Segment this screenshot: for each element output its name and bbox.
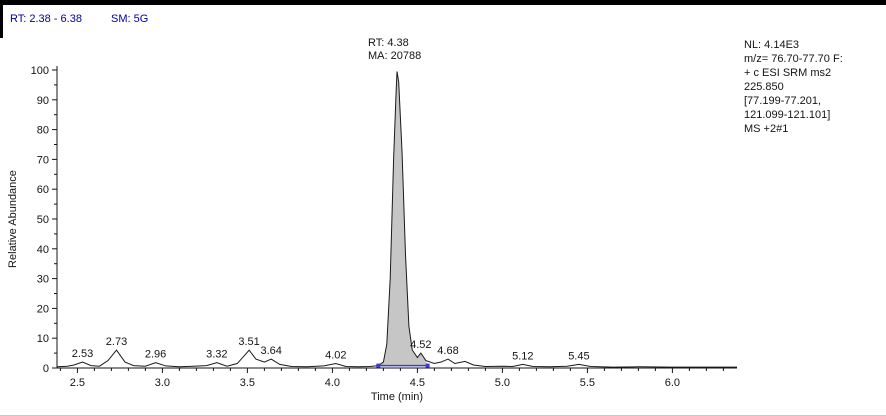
x-tick-label: 3.5 (240, 377, 255, 389)
y-axis-title: Relative Abundance (7, 170, 19, 268)
integration-endpoint (425, 363, 430, 368)
x-tick-label: 5.5 (580, 377, 595, 389)
smoothing-label: SM: 5G (111, 13, 149, 25)
main-peak-area: MA: 20788 (368, 50, 422, 62)
y-tick-label: 0 (43, 363, 49, 375)
scan-type: + c ESI SRM ms2 (744, 67, 832, 79)
peak-rt-label: 2.96 (145, 349, 166, 361)
product-range-1: [77.199-77.201, (744, 95, 822, 107)
y-tick-label: 60 (37, 184, 49, 196)
y-tick-label: 80 (37, 125, 49, 137)
x-tick-label: 2.5 (70, 377, 85, 389)
peak-rt-label: 3.64 (260, 345, 281, 357)
peak-rt-label: 2.53 (72, 348, 93, 360)
y-tick-label: 70 (37, 154, 49, 166)
main-peak-annotation: RT: 4.38 MA: 20788 (368, 37, 421, 63)
product-range-2: 121.099-121.101] (744, 109, 831, 121)
chromatogram-trace (56, 71, 737, 368)
peak-rt-label: 4.02 (325, 350, 346, 362)
y-tick-label: 50 (37, 214, 49, 226)
peak-rt-label: 4.52 (410, 339, 431, 351)
window-top-edge (0, 0, 886, 5)
peak-rt-label: 5.12 (512, 350, 533, 362)
ms-label: MS +2#1 (744, 123, 789, 135)
peak-rt-label: 4.68 (437, 345, 458, 357)
x-tick-label: 6.0 (665, 377, 680, 389)
peak-rt-label: 3.32 (206, 349, 227, 361)
y-tick-label: 100 (31, 65, 49, 77)
y-tick-label: 40 (37, 244, 49, 256)
x-tick-label: 5.0 (495, 377, 510, 389)
y-tick-label: 20 (37, 303, 49, 315)
rt-range-label: RT: 2.38 - 6.38 (10, 13, 82, 25)
scan-filter-panel: NL: 4.14E3 m/z= 76.70-77.70 F: + c ESI S… (744, 38, 882, 136)
x-tick-label: 3.0 (155, 377, 170, 389)
precursor-mass: 225.850 (744, 81, 784, 93)
x-axis-title: Time (min) (370, 391, 424, 403)
peak-rt-label: 5.45 (568, 350, 589, 362)
peak-rt-label: 3.51 (238, 336, 259, 348)
chromatogram-header: RT: 2.38 - 6.38 SM: 5G (10, 13, 148, 25)
x-tick-label: 4.5 (410, 377, 425, 389)
nl-value: NL: 4.14E3 (744, 39, 800, 51)
integration-endpoint (376, 363, 381, 368)
mz-range: m/z= 76.70-77.70 F: (744, 53, 843, 65)
x-tick-label: 4.0 (325, 377, 340, 389)
y-tick-label: 30 (37, 274, 49, 286)
main-peak-rt: RT: 4.38 (368, 37, 409, 49)
y-tick-label: 90 (37, 95, 49, 107)
y-tick-label: 10 (37, 333, 49, 345)
main-peak-fill (378, 71, 428, 366)
peak-rt-label: 2.73 (106, 336, 127, 348)
window-left-edge (0, 0, 3, 38)
